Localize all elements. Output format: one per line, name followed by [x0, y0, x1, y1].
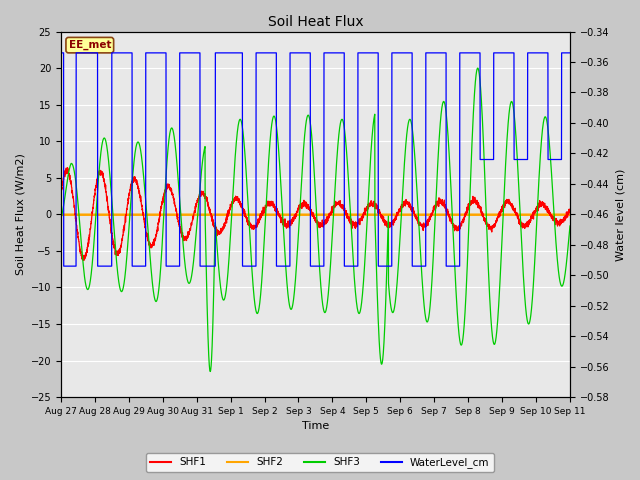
Title: Soil Heat Flux: Soil Heat Flux: [268, 15, 364, 29]
X-axis label: Time: Time: [302, 421, 329, 432]
Y-axis label: Water level (cm): Water level (cm): [615, 168, 625, 261]
Text: EE_met: EE_met: [68, 40, 111, 50]
Y-axis label: Soil Heat Flux (W/m2): Soil Heat Flux (W/m2): [15, 154, 25, 275]
Legend: SHF1, SHF2, SHF3, WaterLevel_cm: SHF1, SHF2, SHF3, WaterLevel_cm: [146, 453, 494, 472]
